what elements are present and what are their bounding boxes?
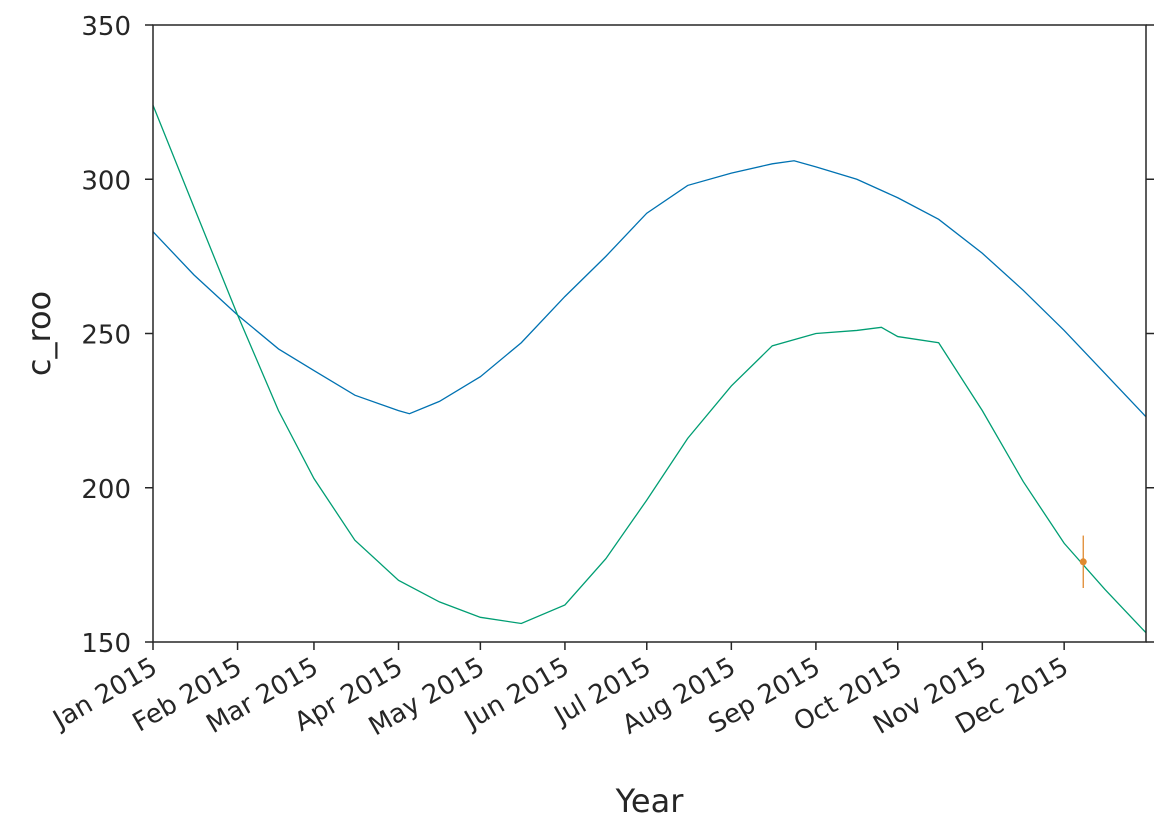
- y-tick-label: 350: [81, 12, 131, 42]
- series-line-2: [152, 104, 1147, 634]
- y-tick-label: 200: [81, 475, 131, 505]
- y-ticks: 150 200 250 300 350: [81, 12, 1154, 659]
- y-tick-label: 250: [81, 321, 131, 351]
- x-axis-label: Year: [615, 782, 685, 820]
- errorbar-point: [1079, 558, 1087, 566]
- plot-frame: [152, 24, 1147, 643]
- y-tick-label: 150: [81, 629, 131, 659]
- y-axis-label: c_roo: [20, 291, 58, 376]
- series-layer: [152, 104, 1147, 634]
- errorbar-layer: [1079, 535, 1087, 589]
- y-tick-label: 300: [81, 166, 131, 196]
- series-line-1: [152, 160, 1147, 418]
